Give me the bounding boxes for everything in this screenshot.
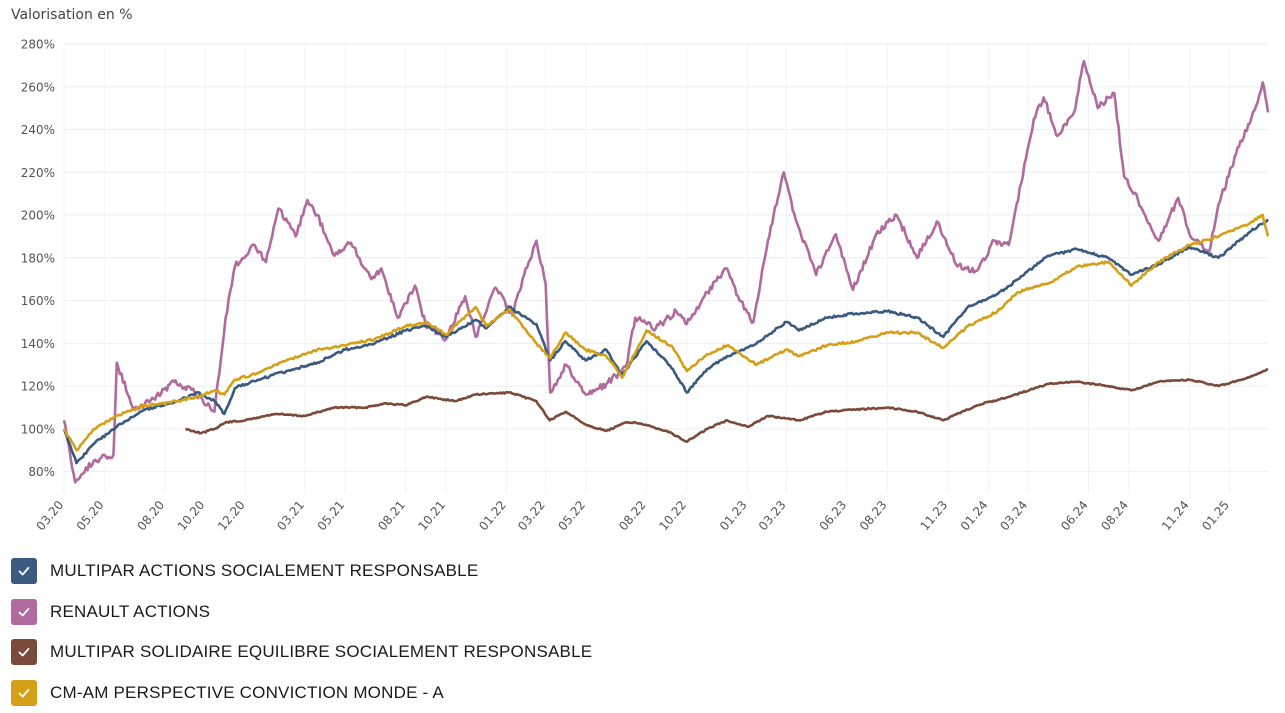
series-line [185,369,1268,442]
grid [64,44,1268,493]
x-tick-label: 03.21 [274,498,307,533]
y-tick-label: 240% [21,123,55,137]
legend-item[interactable]: RENAULT ACTIONS [11,592,592,633]
y-tick-label: 260% [21,80,55,94]
x-tick-label: 10.20 [175,498,208,533]
legend-item[interactable]: CM-AM PERSPECTIVE CONVICTION MONDE - A [11,673,592,713]
x-tick-label: 08.23 [857,498,890,533]
x-tick-label: 08.21 [375,498,408,533]
series-line [64,215,1268,450]
x-tick-label: 03.24 [997,498,1030,533]
x-tick-label: 12.20 [215,498,248,533]
x-tick-label: 05.20 [74,498,107,533]
x-tick-label: 01.24 [958,498,991,533]
y-tick-label: 140% [21,337,55,351]
x-tick-label: 11.24 [1159,498,1192,533]
x-tick-label: 01.22 [476,498,509,533]
checkbox-checked-icon[interactable] [11,639,37,665]
x-tick-label: 08.22 [616,498,649,533]
line-chart: 80% 100% 120% 140% 160% 180% 200% 220% 240% 260% 2… [0,0,1285,550]
y-tick-label: 220% [21,166,55,180]
x-tick-label: 11.23 [918,498,951,533]
x-tick-label: 05.21 [315,498,348,533]
x-tick-label: 08.24 [1098,498,1131,533]
x-tick-label: 06.24 [1058,498,1091,533]
legend-item[interactable]: MULTIPAR SOLIDAIRE EQUILIBRE SOCIALEMENT… [11,632,592,673]
checkbox-checked-icon[interactable] [11,680,37,706]
x-tick-label: 10.22 [656,498,689,533]
checkbox-checked-icon[interactable] [11,558,37,584]
series-line [64,61,1268,482]
y-tick-label: 80% [28,465,55,479]
legend-label: CM-AM PERSPECTIVE CONVICTION MONDE - A [50,683,444,703]
x-tick-label: 08.20 [134,498,167,533]
y-axis-labels: 80% 100% 120% 140% 160% 180% 200% 220% 240% 260% 2… [21,38,55,480]
series-lines [64,61,1268,482]
x-tick-label: 01.25 [1199,498,1232,533]
x-tick-label: 05.22 [555,498,588,533]
x-tick-label: 03.20 [33,498,66,533]
legend: MULTIPAR ACTIONS SOCIALEMENT RESPONSABLE… [11,551,592,713]
x-tick-label: 03.23 [756,498,789,533]
legend-label: RENAULT ACTIONS [50,602,210,622]
checkbox-checked-icon[interactable] [11,599,37,625]
legend-label: MULTIPAR ACTIONS SOCIALEMENT RESPONSABLE [50,561,478,581]
y-tick-label: 180% [21,251,55,265]
legend-label: MULTIPAR SOLIDAIRE EQUILIBRE SOCIALEMENT… [50,642,592,662]
legend-item[interactable]: MULTIPAR ACTIONS SOCIALEMENT RESPONSABLE [11,551,592,592]
y-tick-label: 100% [21,422,55,436]
y-tick-label: 160% [21,294,55,308]
y-tick-label: 120% [21,380,55,394]
y-tick-label: 200% [21,209,55,223]
x-tick-label: 06.23 [817,498,850,533]
x-tick-label: 10.21 [415,498,448,533]
x-tick-label: 01.23 [717,498,750,533]
x-tick-label: 03.22 [515,498,548,533]
y-tick-label: 280% [21,38,55,52]
